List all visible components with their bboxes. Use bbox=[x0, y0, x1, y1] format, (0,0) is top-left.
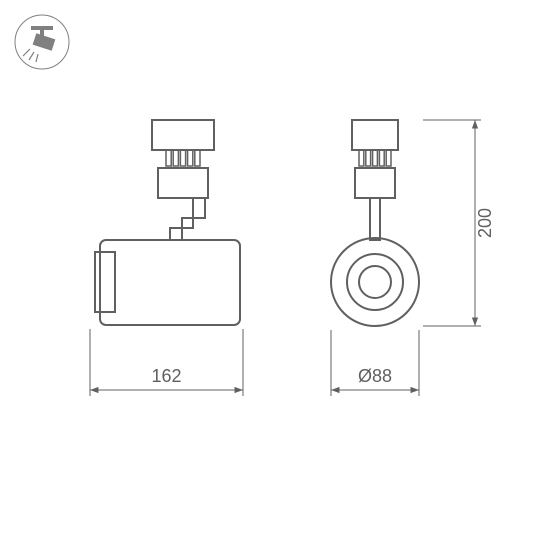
dim-height-label: 200 bbox=[475, 208, 495, 238]
spotlight-type-icon bbox=[15, 15, 69, 69]
dim-diameter-label: Ø88 bbox=[358, 366, 392, 386]
side-view: 162 bbox=[90, 120, 243, 396]
front-view: Ø88 200 bbox=[331, 120, 495, 396]
dim-width-label: 162 bbox=[151, 366, 181, 386]
